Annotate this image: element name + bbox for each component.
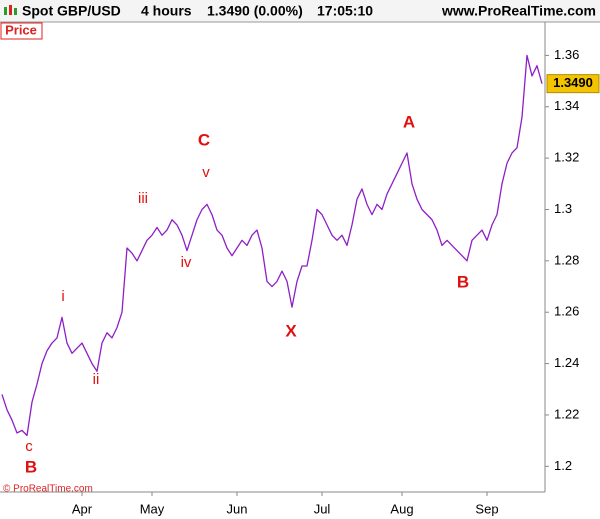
y-tick-label: 1.24 [554, 355, 579, 370]
x-tick-label: Jul [314, 501, 331, 516]
y-tick-label: 1.26 [554, 304, 579, 319]
price-tag: Price [5, 22, 37, 37]
y-tick-label: 1.34 [554, 98, 579, 113]
copyright: © ProRealTime.com [3, 484, 93, 495]
wave-label: iv [181, 254, 192, 271]
wave-label: B [457, 272, 469, 291]
y-tick-label: 1.3 [554, 201, 572, 216]
x-tick-label: Jun [227, 501, 248, 516]
y-tick-label: 1.36 [554, 47, 579, 62]
header-bar [0, 0, 600, 22]
quote: 1.3490 (0.00%) [207, 3, 303, 19]
site: www.ProRealTime.com [441, 3, 596, 19]
price-line [1, 54, 543, 437]
wave-label: X [285, 321, 297, 340]
x-tick-label: May [140, 501, 165, 516]
wave-label: i [61, 288, 64, 305]
wave-label: ii [93, 371, 100, 388]
y-tick-label: 1.28 [554, 252, 579, 267]
wave-label: c [25, 438, 33, 455]
x-tick-label: Apr [72, 501, 93, 516]
wave-label: C [198, 130, 210, 149]
y-tick-label: 1.2 [554, 458, 572, 473]
instrument: Spot GBP/USD [22, 3, 121, 19]
candle-icon [4, 5, 17, 15]
timeframe: 4 hours [141, 3, 192, 19]
wave-label: A [403, 112, 415, 131]
time: 17:05:10 [317, 3, 373, 19]
last-price-label: 1.3490 [553, 75, 593, 90]
y-tick-label: 1.22 [554, 406, 579, 421]
x-tick-label: Sep [475, 501, 498, 516]
x-tick-label: Aug [390, 501, 413, 516]
wave-label: B [25, 457, 37, 476]
wave-label: iii [138, 190, 148, 207]
last-price-box [546, 74, 600, 94]
price-tag-box [0, 22, 43, 40]
wave-label: v [202, 164, 210, 181]
y-tick-label: 1.32 [554, 150, 579, 165]
